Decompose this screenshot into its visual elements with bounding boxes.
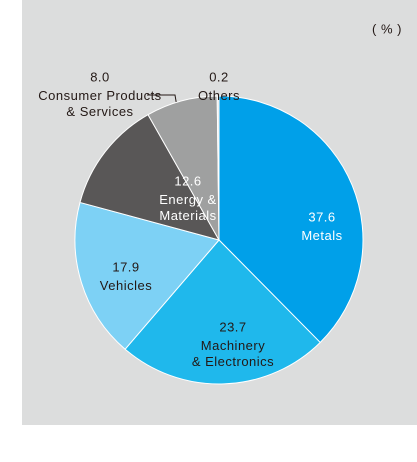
category-line: Others <box>198 88 240 103</box>
category-line: Machinery <box>201 338 265 353</box>
category-label: Vehicles <box>100 278 152 293</box>
pie-slice <box>124 239 321 385</box>
category-line: Materials <box>159 208 216 223</box>
pie-slice <box>218 95 364 344</box>
category-label: Metals <box>301 228 342 243</box>
value-label: 23.7 <box>219 319 246 334</box>
unit: ( % ) <box>372 21 402 36</box>
category-line: Energy & <box>159 192 216 207</box>
category-line: & Electronics <box>192 354 274 369</box>
pie-slice <box>79 114 221 241</box>
value-label: 8.0 <box>90 69 110 84</box>
category-label: Energy & Materials <box>159 192 216 223</box>
category-line: Vehicles <box>100 278 152 293</box>
value-label: 17.9 <box>112 259 139 274</box>
category-line: & Services <box>66 104 133 119</box>
value-label: 12.6 <box>174 173 201 188</box>
category-line: Metals <box>301 228 342 243</box>
value-label: 37.6 <box>308 209 335 224</box>
category-label: Others <box>198 88 240 103</box>
value-label: 0.2 <box>209 69 229 84</box>
category-line: Consumer Products <box>38 88 161 103</box>
category-label: Machinery & Electronics <box>192 338 274 369</box>
category-label: Consumer Products & Services <box>38 88 161 119</box>
pie-slice <box>74 201 220 350</box>
pie-slice <box>216 95 220 241</box>
